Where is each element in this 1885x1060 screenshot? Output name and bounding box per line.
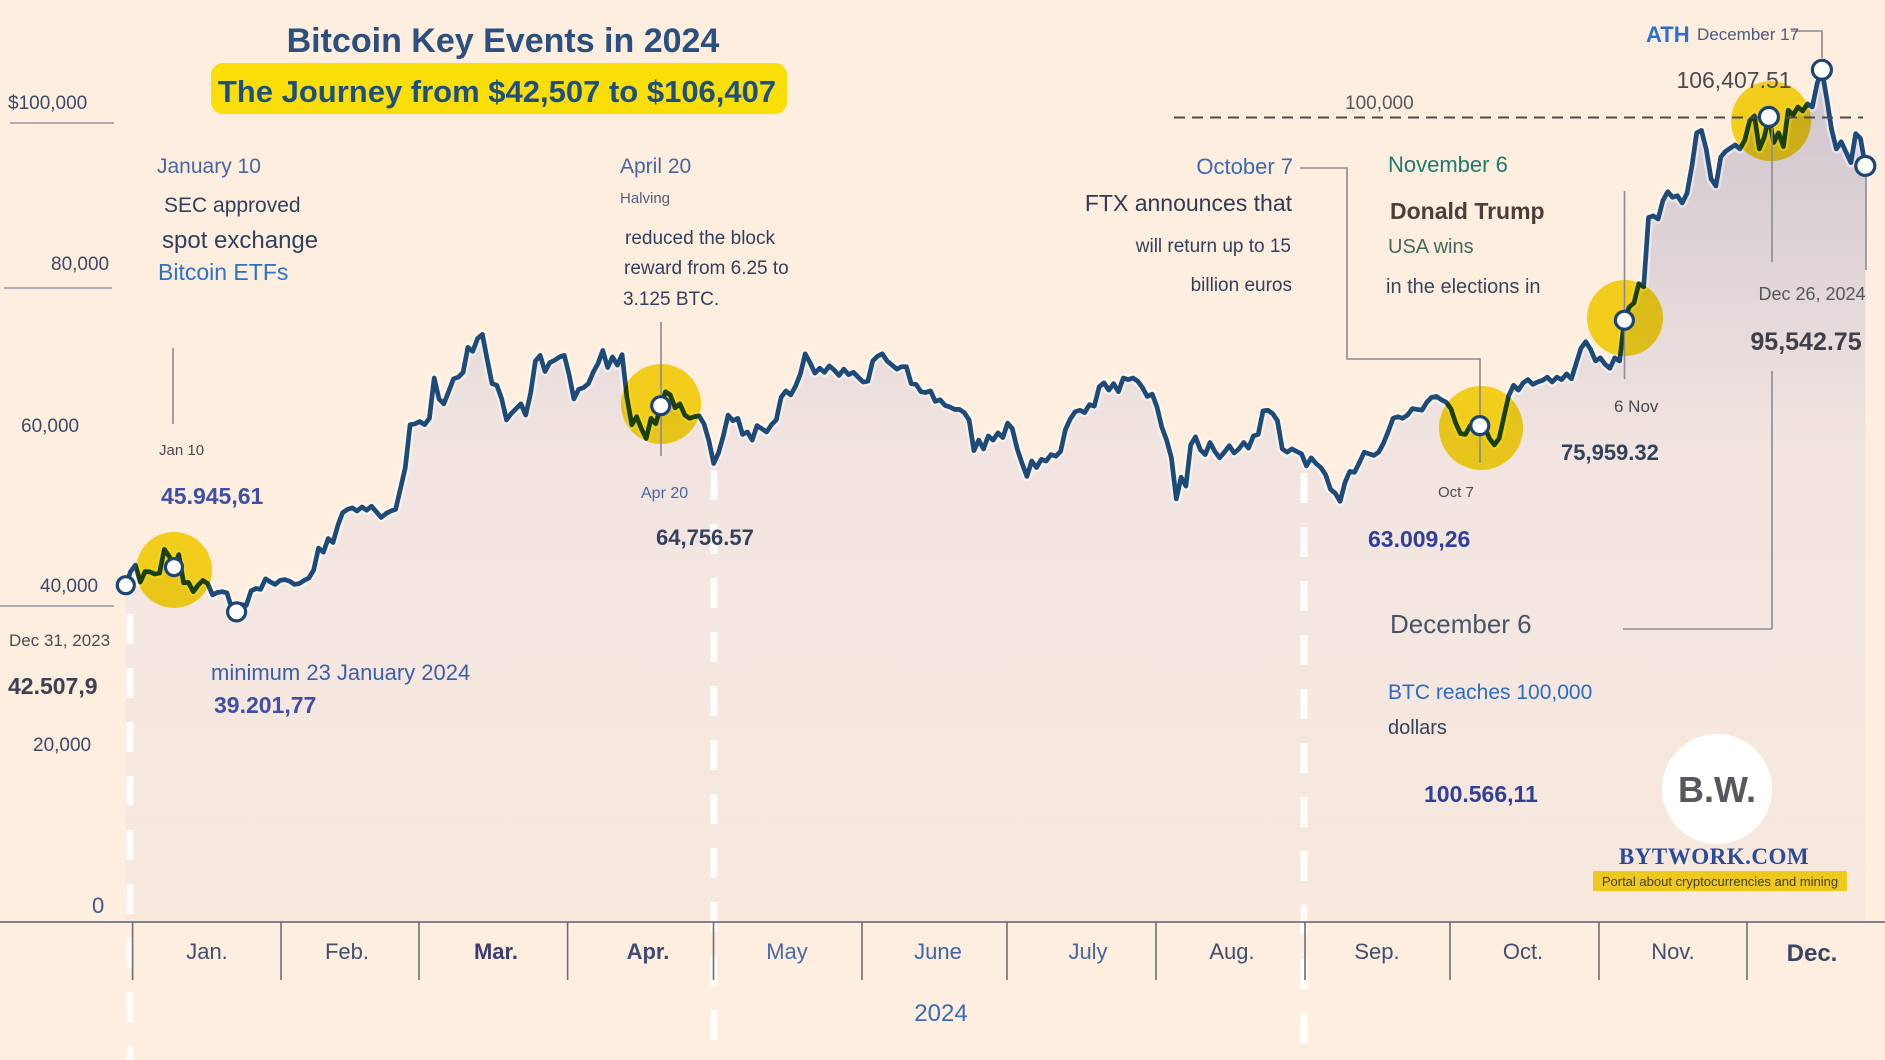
- svg-text:40,000: 40,000: [40, 576, 98, 597]
- svg-text:BTC reaches 100,000: BTC reaches 100,000: [1388, 681, 1592, 704]
- svg-text:USA wins: USA wins: [1388, 236, 1474, 258]
- svg-text:October 7: October 7: [1196, 154, 1293, 179]
- svg-text:July: July: [1068, 939, 1107, 964]
- svg-text:will return up to 15: will return up to 15: [1135, 236, 1291, 257]
- svg-text:42.507,9: 42.507,9: [8, 673, 98, 699]
- svg-text:billion euros: billion euros: [1191, 275, 1292, 296]
- svg-text:The Journey from $42,507 to $1: The Journey from $42,507 to $106,407: [218, 74, 776, 109]
- svg-text:Nov.: Nov.: [1651, 939, 1695, 964]
- svg-text:106,407.51: 106,407.51: [1676, 67, 1791, 93]
- svg-text:Apr 20: Apr 20: [641, 485, 688, 502]
- svg-text:in the elections in: in the elections in: [1386, 276, 1541, 298]
- svg-text:Feb.: Feb.: [325, 939, 369, 964]
- svg-text:Sep.: Sep.: [1354, 939, 1399, 964]
- svg-text:6 Nov: 6 Nov: [1614, 397, 1659, 416]
- svg-text:39.201,77: 39.201,77: [214, 692, 316, 718]
- svg-text:20,000: 20,000: [33, 735, 91, 756]
- svg-text:spot exchange: spot exchange: [162, 227, 318, 254]
- svg-text:100,000: 100,000: [1345, 93, 1414, 114]
- svg-text:Bitcoin Key Events in 2024: Bitcoin Key Events in 2024: [287, 22, 720, 60]
- svg-text:100.566,11: 100.566,11: [1424, 781, 1538, 807]
- svg-text:$100,000: $100,000: [8, 93, 87, 114]
- svg-text:April 20: April 20: [620, 155, 691, 178]
- svg-text:B.W.: B.W.: [1678, 769, 1756, 810]
- svg-text:Dec 26, 2024: Dec 26, 2024: [1758, 284, 1865, 304]
- svg-text:FTX announces that: FTX announces that: [1085, 190, 1293, 216]
- svg-text:Mar.: Mar.: [474, 939, 518, 964]
- svg-text:reward from 6.25 to: reward from 6.25 to: [624, 258, 789, 279]
- svg-text:January 10: January 10: [157, 155, 261, 178]
- svg-text:December 6: December 6: [1390, 609, 1532, 639]
- svg-text:Oct.: Oct.: [1503, 939, 1543, 964]
- svg-text:95,542.75: 95,542.75: [1750, 328, 1861, 356]
- svg-text:June: June: [914, 939, 962, 964]
- svg-text:0: 0: [92, 893, 104, 918]
- svg-text:Donald Trump: Donald Trump: [1390, 198, 1545, 224]
- svg-text:80,000: 80,000: [51, 254, 109, 275]
- svg-text:Jan.: Jan.: [186, 939, 228, 964]
- svg-text:May: May: [766, 939, 808, 964]
- svg-text:December 17: December 17: [1697, 25, 1799, 44]
- svg-text:3.125 BTC.: 3.125 BTC.: [623, 289, 719, 310]
- svg-text:minimum 23 January 2024: minimum 23 January 2024: [211, 660, 470, 685]
- svg-text:64,756.57: 64,756.57: [656, 525, 754, 550]
- svg-text:45.945,61: 45.945,61: [161, 483, 264, 509]
- svg-text:63.009,26: 63.009,26: [1368, 526, 1470, 552]
- svg-text:Portal about cryptocurrencies: Portal about cryptocurrencies and mining: [1602, 874, 1838, 889]
- svg-text:Apr.: Apr.: [627, 939, 670, 964]
- svg-text:2024: 2024: [914, 1000, 967, 1027]
- svg-text:reduced the block: reduced the block: [625, 228, 775, 249]
- svg-text:Jan 10: Jan 10: [159, 442, 204, 459]
- svg-text:Oct 7: Oct 7: [1438, 484, 1474, 501]
- svg-text:Dec 31, 2023: Dec 31, 2023: [9, 631, 110, 650]
- svg-text:dollars: dollars: [1388, 717, 1447, 739]
- svg-text:SEC approved: SEC approved: [164, 194, 301, 217]
- svg-text:75,959.32: 75,959.32: [1561, 440, 1659, 465]
- svg-text:60,000: 60,000: [21, 416, 79, 437]
- svg-text:Bitcoin ETFs: Bitcoin ETFs: [158, 259, 288, 285]
- svg-text:ATH: ATH: [1646, 22, 1690, 47]
- svg-text:Aug.: Aug.: [1209, 939, 1254, 964]
- svg-text:November 6: November 6: [1388, 152, 1508, 177]
- svg-text:Halving: Halving: [620, 190, 670, 207]
- svg-text:BYTWORK.COM: BYTWORK.COM: [1619, 844, 1809, 869]
- svg-text:Dec.: Dec.: [1787, 940, 1838, 967]
